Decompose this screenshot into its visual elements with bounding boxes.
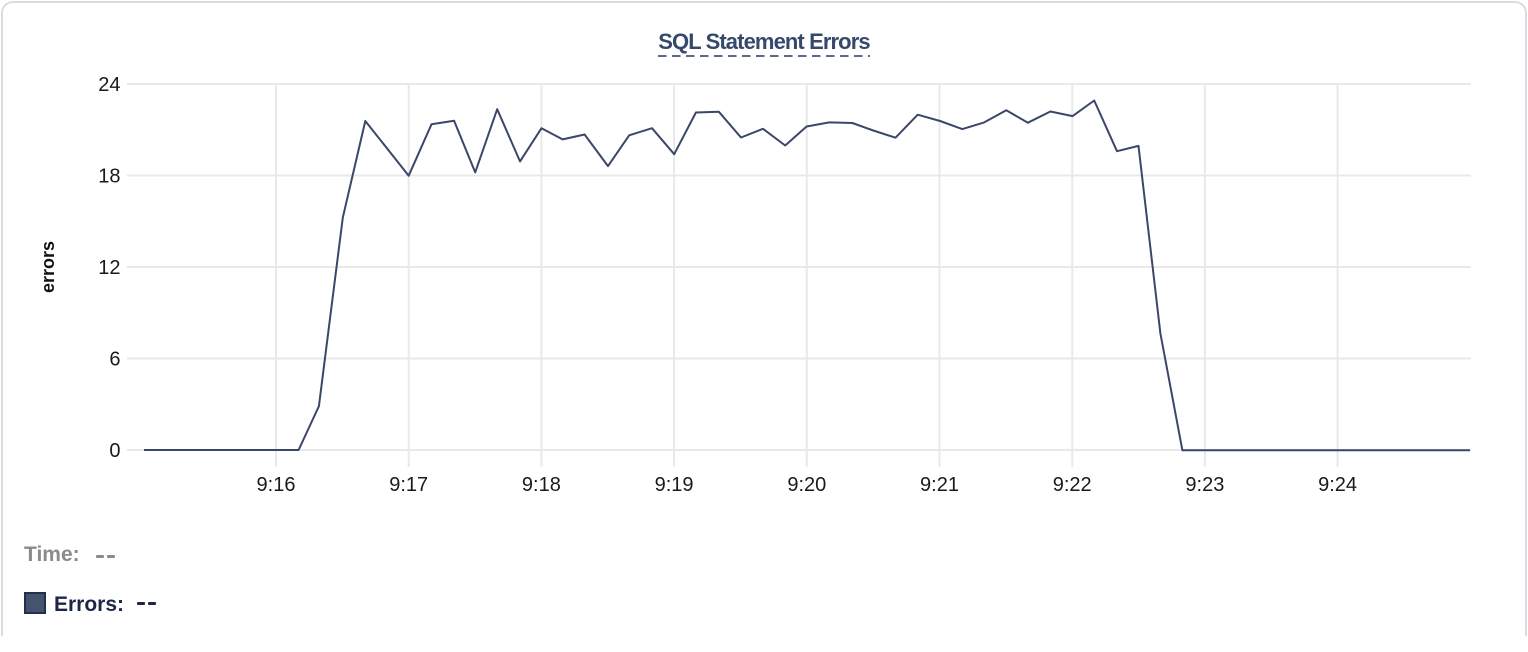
svg-text:0: 0 [109, 440, 120, 462]
svg-text:9:20: 9:20 [787, 474, 826, 496]
svg-text:18: 18 [98, 166, 120, 188]
svg-text:9:24: 9:24 [1318, 474, 1357, 496]
svg-text:9:22: 9:22 [1053, 474, 1092, 496]
svg-text:9:19: 9:19 [655, 474, 694, 496]
svg-text:24: 24 [98, 74, 120, 96]
svg-text:errors: errors [38, 241, 58, 293]
svg-text:9:18: 9:18 [522, 474, 561, 496]
svg-text:6: 6 [109, 349, 120, 371]
svg-text:9:23: 9:23 [1185, 474, 1224, 496]
svg-text:9:21: 9:21 [920, 474, 959, 496]
svg-text:9:17: 9:17 [389, 474, 428, 496]
svg-text:12: 12 [98, 257, 120, 279]
svg-text:9:16: 9:16 [257, 474, 296, 496]
